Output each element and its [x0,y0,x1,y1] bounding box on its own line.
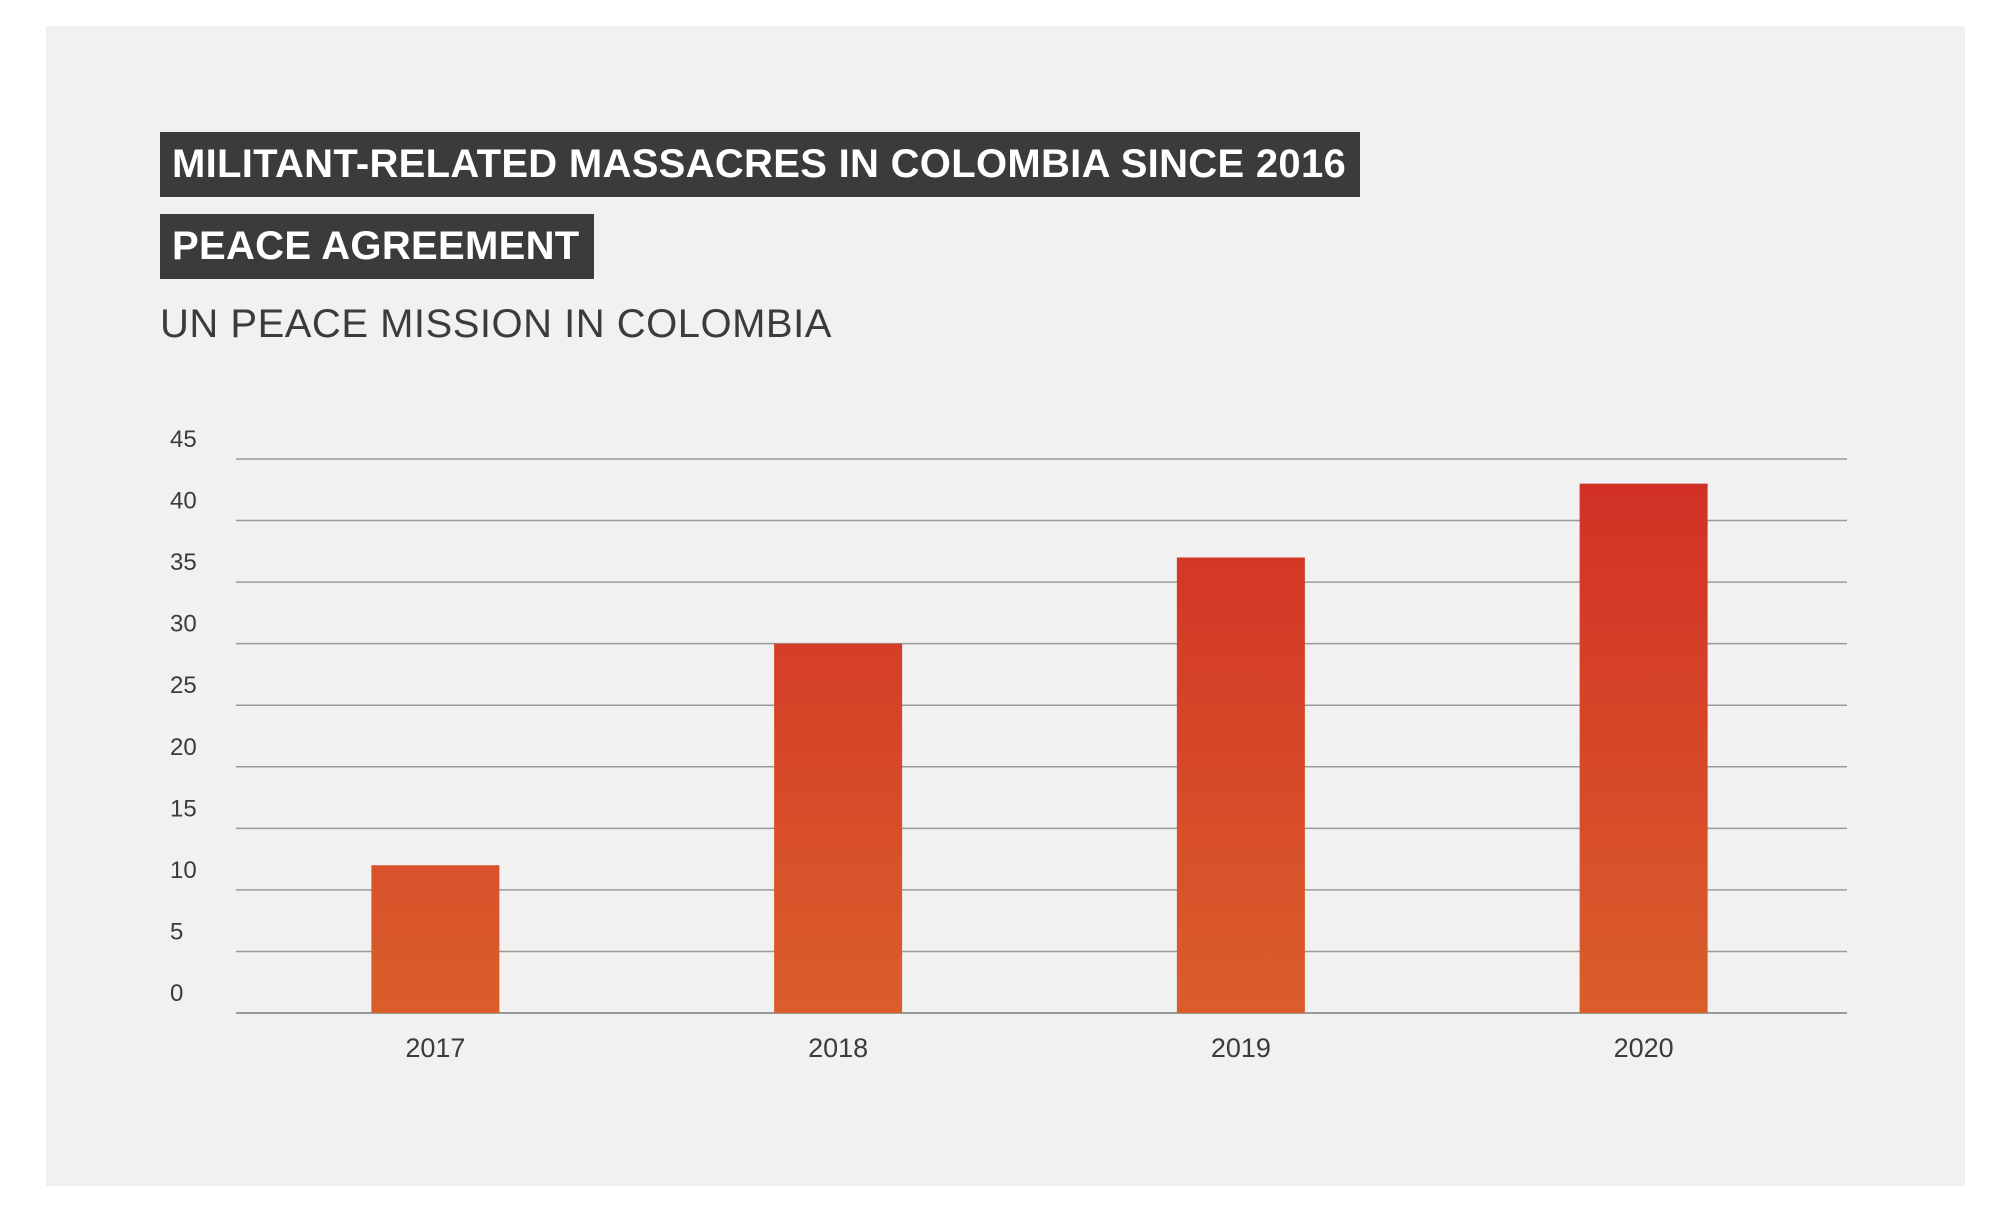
y-tick-label: 35 [170,549,197,576]
chart-title-line-2: PEACE AGREEMENT [160,214,594,279]
y-tick-label: 0 [170,980,183,1007]
bar-2018 [774,643,903,1013]
bar-2020 [1579,483,1708,1014]
x-tick-label: 2018 [808,1033,868,1063]
x-tick-label: 2019 [1211,1033,1271,1063]
y-tick-label: 15 [170,795,197,822]
y-tick-label: 20 [170,734,197,761]
y-tick-label: 40 [170,488,197,515]
y-tick-label: 30 [170,611,197,638]
y-tick-label: 5 [170,918,183,945]
chart-title-line-1: MILITANT-RELATED MASSACRES IN COLOMBIA S… [160,132,1361,197]
x-tick-label: 2020 [1614,1033,1674,1063]
bar-2019 [1176,557,1305,1013]
y-tick-label: 25 [170,672,197,699]
chart-subtitle: UN PEACE MISSION IN COLOMBIA [160,302,832,346]
y-tick-label: 10 [170,857,197,884]
bar-2017 [371,865,500,1013]
y-tick-label: 45 [170,426,197,453]
x-tick-label: 2017 [405,1033,465,1063]
